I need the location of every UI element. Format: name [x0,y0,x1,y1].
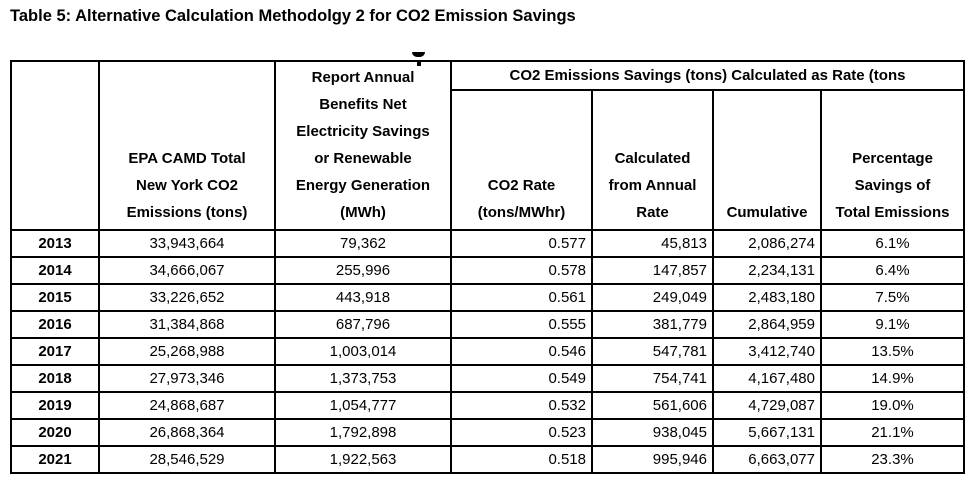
year-cell: 2015 [10,283,100,312]
cumulative-cell: 2,483,180 [712,283,822,312]
rate-cell: 0.532 [450,391,593,420]
emissions-cell: 28,546,529 [98,445,276,474]
cumulative-cell: 4,167,480 [712,364,822,393]
year-cell: 2020 [10,418,100,447]
annual-savings-cell: 938,045 [591,418,714,447]
table-row-2013: 2013 33,943,664 79,362 0.577 45,813 2,08… [10,229,965,258]
annual-savings-cell: 45,813 [591,229,714,258]
pct-cell: 19.0% [820,391,965,420]
mwh-cell: 79,362 [274,229,452,258]
emissions-cell: 31,384,868 [98,310,276,339]
pct-cell: 9.1% [820,310,965,339]
table-row-2020: 2020 26,868,364 1,792,898 0.523 938,045 … [10,418,965,447]
header-row-columns: CO2 Rate (tons/MWhr) Calculated from Ann… [11,89,965,231]
rate-cell: 0.549 [450,364,593,393]
mwh-cell: 1,922,563 [274,445,452,474]
cumulative-cell: 3,412,740 [712,337,822,366]
annual-savings-cell: 995,946 [591,445,714,474]
table-row-2017: 2017 25,268,988 1,003,014 0.546 547,781 … [10,337,965,366]
rate-cell: 0.577 [450,229,593,258]
rate-cell: 0.555 [450,310,593,339]
table-title: Table 5: Alternative Calculation Methodo… [10,7,576,25]
year-cell: 2016 [10,310,100,339]
year-cell: 2013 [10,229,100,258]
emissions-cell: 34,666,067 [98,256,276,285]
annual-savings-cell: 754,741 [591,364,714,393]
emissions-cell: 33,943,664 [98,229,276,258]
mwh-cell: 1,373,753 [274,364,452,393]
header-calculated-annual-rate: Calculated from Annual Rate [591,89,714,231]
cumulative-cell: 2,086,274 [712,229,822,258]
emissions-cell: 27,973,346 [98,364,276,393]
cumulative-cell: 2,234,131 [712,256,822,285]
header-epa-camd-emissions: EPA CAMD Total New York CO2 Emissions (t… [98,60,276,231]
pct-cell: 6.1% [820,229,965,258]
pct-cell: 23.3% [820,445,965,474]
mwh-cell: 443,918 [274,283,452,312]
year-cell: 2018 [10,364,100,393]
emissions-table: EPA CAMD Total New York CO2 Emissions (t… [10,60,965,474]
emissions-cell: 24,868,687 [98,391,276,420]
header-cumulative: Cumulative [712,89,822,231]
rate-cell: 0.546 [450,337,593,366]
header-row-span: EPA CAMD Total New York CO2 Emissions (t… [10,60,965,231]
annual-savings-cell: 249,049 [591,283,714,312]
cumulative-cell: 4,729,087 [712,391,822,420]
table-row-2018: 2018 27,973,346 1,373,753 0.549 754,741 … [10,364,965,393]
annual-savings-cell: 561,606 [591,391,714,420]
table-row-2019: 2019 24,868,687 1,054,777 0.532 561,606 … [10,391,965,420]
annual-savings-cell: 147,857 [591,256,714,285]
emissions-cell: 26,868,364 [98,418,276,447]
rate-cell: 0.561 [450,283,593,312]
clipped-text-fragment-dot [417,62,421,66]
mwh-cell: 1,003,014 [274,337,452,366]
emissions-cell: 25,268,988 [98,337,276,366]
mwh-cell: 1,792,898 [274,418,452,447]
header-co2-rate: CO2 Rate (tons/MWhr) [450,89,593,231]
table-row-2015: 2015 33,226,652 443,918 0.561 249,049 2,… [10,283,965,312]
annual-savings-cell: 547,781 [591,337,714,366]
year-cell: 2021 [10,445,100,474]
pct-cell: 14.9% [820,364,965,393]
year-cell: 2017 [10,337,100,366]
mwh-cell: 687,796 [274,310,452,339]
cumulative-cell: 5,667,131 [712,418,822,447]
header-co2-savings-span: CO2 Emissions Savings (tons) Calculated … [450,60,965,91]
clipped-text-fragment [412,52,425,57]
year-cell: 2019 [10,391,100,420]
cumulative-cell: 2,864,959 [712,310,822,339]
pct-cell: 6.4% [820,256,965,285]
table-row-2016: 2016 31,384,868 687,796 0.555 381,779 2,… [10,310,965,339]
mwh-cell: 1,054,777 [274,391,452,420]
table-row-2021: 2021 28,546,529 1,922,563 0.518 995,946 … [10,445,965,474]
cumulative-cell: 6,663,077 [712,445,822,474]
year-cell: 2014 [10,256,100,285]
pct-cell: 13.5% [820,337,965,366]
pct-cell: 7.5% [820,283,965,312]
header-year-empty [10,60,100,231]
pct-cell: 21.1% [820,418,965,447]
table-row-2014: 2014 34,666,067 255,996 0.578 147,857 2,… [10,256,965,285]
rate-cell: 0.523 [450,418,593,447]
mwh-cell: 255,996 [274,256,452,285]
emissions-cell: 33,226,652 [98,283,276,312]
rate-cell: 0.518 [450,445,593,474]
header-percentage-savings: Percentage Savings of Total Emissions [820,89,965,231]
annual-savings-cell: 381,779 [591,310,714,339]
rate-cell: 0.578 [450,256,593,285]
header-report-annual-benefits: Report Annual Benefits Net Electricity S… [274,60,452,231]
